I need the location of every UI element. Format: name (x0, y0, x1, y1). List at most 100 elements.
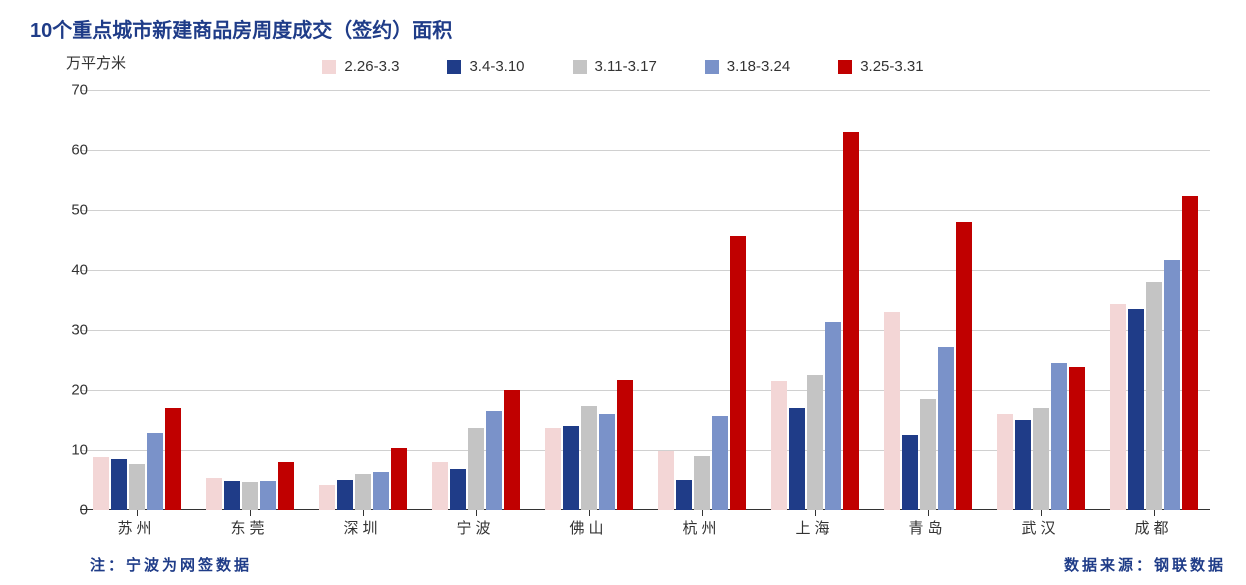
bar (1164, 260, 1180, 510)
bar (165, 408, 181, 510)
footnote-right: 数据来源：钢联数据 (1064, 554, 1226, 575)
x-tick (363, 510, 364, 516)
x-category-label: 宁波 (456, 517, 494, 538)
x-category-label: 武汉 (1021, 517, 1059, 538)
legend-swatch (705, 60, 719, 74)
bar (93, 457, 109, 510)
bar (676, 480, 692, 510)
x-tick (815, 510, 816, 516)
x-tick (250, 510, 251, 516)
legend-item: 2.26-3.3 (322, 58, 399, 75)
bar-group (93, 408, 181, 510)
x-tick (589, 510, 590, 516)
bar (111, 459, 127, 510)
plot-area: 苏州东莞深圳宁波佛山杭州上海青岛武汉成都 (80, 90, 1210, 510)
x-category-label: 东莞 (230, 517, 268, 538)
bar (319, 485, 335, 510)
bar (563, 426, 579, 510)
bar (224, 481, 240, 510)
bar-group (432, 390, 520, 510)
bar (938, 347, 954, 510)
gridline (80, 150, 1210, 151)
bar (337, 480, 353, 510)
bar (450, 469, 466, 510)
bar (730, 236, 746, 510)
bar (129, 464, 145, 510)
x-category-label: 深圳 (343, 517, 381, 538)
x-category-label: 成都 (1134, 517, 1172, 538)
bar (658, 451, 674, 510)
x-category-label: 上海 (795, 517, 833, 538)
legend-item: 3.11-3.17 (573, 58, 657, 75)
bar (1015, 420, 1031, 510)
bar (1128, 309, 1144, 510)
bar (504, 390, 520, 510)
bar (807, 375, 823, 510)
bar (1110, 304, 1126, 510)
x-tick (1041, 510, 1042, 516)
legend-label: 3.25-3.31 (860, 58, 923, 75)
bar (468, 428, 484, 510)
gridline (80, 210, 1210, 211)
bar-group (545, 380, 633, 510)
bar (373, 472, 389, 510)
bar-group (997, 363, 1085, 510)
y-tick-label: 50 (48, 202, 88, 219)
legend-swatch (447, 60, 461, 74)
y-tick-label: 10 (48, 442, 88, 459)
x-category-label: 青岛 (908, 517, 946, 538)
bar (1051, 363, 1067, 510)
bar-group (1110, 196, 1198, 510)
legend-item: 3.25-3.31 (838, 58, 923, 75)
legend-label: 3.4-3.10 (469, 58, 524, 75)
bar-group (658, 236, 746, 510)
x-category-label: 苏州 (117, 517, 155, 538)
bar (278, 462, 294, 510)
legend-label: 2.26-3.3 (344, 58, 399, 75)
x-tick (1154, 510, 1155, 516)
bar (242, 482, 258, 510)
legend-swatch (838, 60, 852, 74)
bar (956, 222, 972, 510)
bar (355, 474, 371, 510)
bar (694, 456, 710, 510)
y-tick-label: 40 (48, 262, 88, 279)
bar-group (319, 448, 407, 510)
y-tick-label: 30 (48, 322, 88, 339)
bar (902, 435, 918, 510)
x-tick (137, 510, 138, 516)
x-tick (476, 510, 477, 516)
bar (997, 414, 1013, 510)
bar-group (771, 132, 859, 510)
legend: 2.26-3.3 3.4-3.10 3.11-3.17 3.18-3.24 3.25-3… (0, 58, 1246, 75)
bar (1182, 196, 1198, 510)
gridline (80, 90, 1210, 91)
bar (712, 416, 728, 510)
bar (581, 406, 597, 510)
bar (771, 381, 787, 510)
bar (617, 380, 633, 510)
x-category-label: 杭州 (682, 517, 720, 538)
bar (843, 132, 859, 510)
y-tick-label: 0 (48, 502, 88, 519)
bar (432, 462, 448, 510)
chart-title: 10个重点城市新建商品房周度成交（签约）面积 (30, 14, 452, 43)
bar (1146, 282, 1162, 510)
bar (1069, 367, 1085, 510)
y-tick-label: 70 (48, 82, 88, 99)
bar-group (884, 222, 972, 510)
legend-label: 3.11-3.17 (595, 58, 657, 75)
bar (1033, 408, 1049, 510)
bar (920, 399, 936, 510)
bar (260, 481, 276, 510)
bar (147, 433, 163, 510)
legend-item: 3.18-3.24 (705, 58, 790, 75)
legend-swatch (573, 60, 587, 74)
bar (545, 428, 561, 510)
legend-item: 3.4-3.10 (447, 58, 524, 75)
y-tick-label: 20 (48, 382, 88, 399)
x-tick (928, 510, 929, 516)
bar (486, 411, 502, 510)
bar (884, 312, 900, 510)
bar (825, 322, 841, 510)
